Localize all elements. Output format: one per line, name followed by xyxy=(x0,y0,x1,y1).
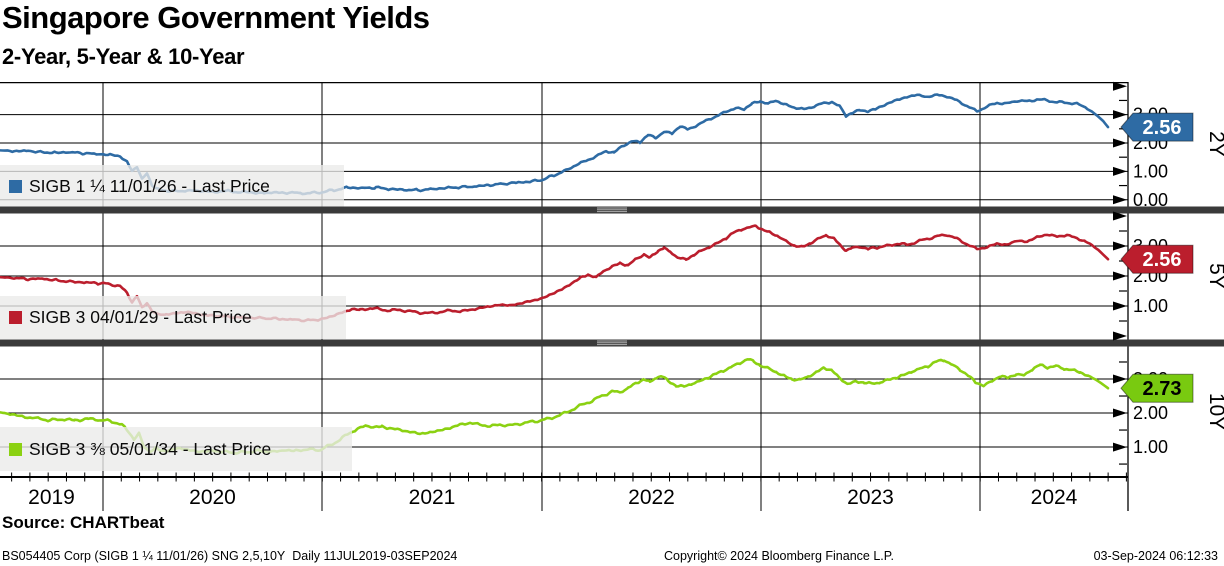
legend-10y: SIGB 3 ⅜ 05/01/34 - Last Price xyxy=(9,427,271,471)
axis-tick-label: 1.00 xyxy=(1133,161,1168,181)
axis-arrow-tick xyxy=(1113,81,1127,91)
legend-box-5y xyxy=(0,296,346,339)
panel-axis-label-2y: 2Y xyxy=(1205,131,1224,157)
legend-swatch-2y-icon xyxy=(9,179,22,193)
last-price-badge-5y xyxy=(1120,244,1194,274)
axis-arrow-tick xyxy=(1113,408,1127,418)
last-price-value-2y: 2.56 xyxy=(1143,117,1182,139)
axis-arrow-tick xyxy=(1113,166,1127,176)
axis-arrow-tick xyxy=(1113,195,1127,205)
axis-arrow-tick xyxy=(1113,442,1127,452)
chart-subtitle: 2-Year, 5-Year & 10-Year xyxy=(2,44,245,69)
legend-5y: SIGB 3 04/01/29 - Last Price xyxy=(9,296,252,339)
last-price-badge-2y xyxy=(1120,112,1194,142)
axis-arrow-tick xyxy=(1113,331,1127,341)
axis-arrow-tick xyxy=(1113,301,1127,311)
axis-tick-label: 2.00 xyxy=(1133,403,1168,423)
panel-axis-label-5y: 5Y xyxy=(1205,263,1224,289)
axis-arrow-tick xyxy=(1113,110,1127,120)
axis-arrow-tick xyxy=(1113,271,1127,281)
x-axis-year-label: 2019 xyxy=(28,486,75,509)
footer-timestamp: 03-Sep-2024 06:12:33 xyxy=(1093,549,1218,563)
source-label: Source: CHARTbeat xyxy=(2,513,165,532)
axis-tick-label: 1.00 xyxy=(1133,296,1168,316)
axis-arrow-tick xyxy=(1113,138,1127,148)
legend-box-2y xyxy=(0,165,344,207)
last-price-value-10y: 2.73 xyxy=(1143,378,1182,400)
legend-2y: SIGB 1 ¼ 11/01/26 - Last Price xyxy=(9,165,270,207)
x-axis-year-label: 2023 xyxy=(847,486,894,509)
axis-tick-label: 0.00 xyxy=(1133,190,1168,210)
footer-security-info: BS054405 Corp (SIGB 1 ¼ 11/01/26) SNG 2,… xyxy=(2,549,458,563)
legend-label-2y: SIGB 1 ¼ 11/01/26 - Last Price xyxy=(29,175,270,196)
legend-swatch-10y-icon xyxy=(9,442,22,456)
panel-axis-label-10y: 10Y xyxy=(1205,393,1224,430)
legend-swatch-5y-icon xyxy=(9,311,22,324)
x-axis-year-label: 2020 xyxy=(189,486,236,509)
axis-arrow-tick xyxy=(1113,211,1127,221)
x-axis-year-label: 2021 xyxy=(409,486,456,509)
axis-arrow-tick xyxy=(1113,374,1127,384)
footer-copyright: Copyright© 2024 Bloomberg Finance L.P. xyxy=(664,549,894,563)
last-price-badge-10y xyxy=(1120,373,1194,403)
chart-title: Singapore Government Yields xyxy=(2,0,430,35)
x-axis-year-label: 2022 xyxy=(628,486,675,509)
x-axis-year-label: 2024 xyxy=(1031,486,1078,509)
last-price-value-5y: 2.56 xyxy=(1143,249,1182,271)
legend-box-10y xyxy=(0,427,352,471)
legend-label-10y: SIGB 3 ⅜ 05/01/34 - Last Price xyxy=(29,438,272,459)
axis-tick-label: 1.00 xyxy=(1133,437,1168,457)
axis-arrow-tick xyxy=(1113,241,1127,251)
legend-label-5y: SIGB 3 04/01/29 - Last Price xyxy=(29,307,252,327)
